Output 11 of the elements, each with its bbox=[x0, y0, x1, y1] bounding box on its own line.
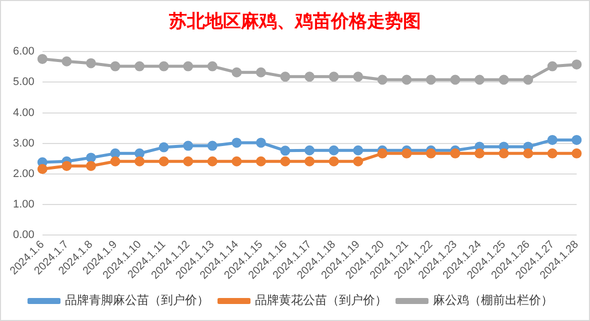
y-tick-label: 1.00 bbox=[12, 198, 34, 211]
legend-label: 品牌青脚麻公苗（到户价） bbox=[65, 293, 209, 308]
legend-label: 品牌黄花公苗（到户价） bbox=[255, 293, 387, 308]
legend-label: 麻公鸡（棚前出栏价） bbox=[433, 293, 553, 308]
y-tick-label: 6.00 bbox=[12, 46, 34, 58]
y-tick-label: 0.00 bbox=[12, 229, 34, 242]
y-tick-label: 2.00 bbox=[12, 168, 34, 180]
chart-title: 苏北地区麻鸡、鸡苗价格走势图 bbox=[168, 10, 422, 33]
y-tick-label: 5.00 bbox=[12, 76, 34, 88]
y-tick-label: 4.00 bbox=[12, 106, 34, 119]
y-tick-label: 3.00 bbox=[12, 137, 34, 150]
